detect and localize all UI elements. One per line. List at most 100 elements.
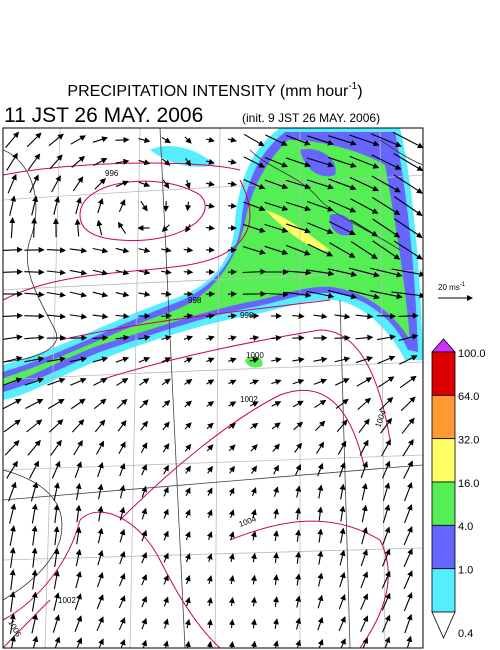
wind-arrow <box>119 528 126 543</box>
wind-arrow <box>228 487 235 496</box>
wind-arrow <box>376 334 396 341</box>
wind-arrow <box>6 152 18 171</box>
wind-arrow <box>95 440 105 455</box>
wind-arrow <box>139 399 149 409</box>
wind-vectors <box>3 131 423 648</box>
wind-arrow <box>264 223 289 233</box>
wind-arrow <box>285 223 311 234</box>
wind-arrow <box>229 465 235 474</box>
wind-arrow <box>29 174 39 193</box>
wind-arrow <box>317 506 324 521</box>
wind-arrow <box>206 641 213 648</box>
wind-arrow <box>355 334 374 341</box>
precip-moderate-patch <box>300 149 354 236</box>
wind-arrow <box>24 269 45 276</box>
wind-arrow <box>27 439 41 456</box>
wind-arrow <box>205 202 215 209</box>
wind-arrow <box>370 267 403 278</box>
wind-arrow <box>138 247 151 254</box>
wind-arrow <box>350 219 379 237</box>
colorbar-label: 4.0 <box>458 521 473 533</box>
wind-arrow <box>250 552 257 563</box>
wind-arrow <box>161 357 172 363</box>
wind-arrow <box>3 355 23 363</box>
wind-arrow <box>357 397 372 411</box>
wind-arrow <box>228 597 235 607</box>
wind-arrow <box>361 504 368 523</box>
wind-arrow <box>139 378 150 386</box>
wind-arrow <box>47 377 66 386</box>
wind-arrow <box>50 439 62 456</box>
wind-arrow <box>184 596 191 607</box>
wind-arrow <box>371 154 402 170</box>
wind-arrow <box>372 218 401 238</box>
wind-arrow <box>205 136 215 143</box>
wind-arrow <box>349 134 380 147</box>
wind-arrow <box>3 377 23 386</box>
wind-arrow <box>377 355 396 364</box>
wind-arrow <box>339 461 346 478</box>
wind-arrow <box>285 269 312 276</box>
wind-arrow <box>75 548 82 567</box>
wind-arrow <box>227 180 237 187</box>
wind-arrow <box>184 443 192 452</box>
wind-arrow <box>391 291 423 299</box>
wind-arrow <box>116 398 128 409</box>
wind-arrow <box>306 157 334 168</box>
wind-arrow <box>379 396 394 411</box>
wind-arrow <box>273 618 279 629</box>
wind-arrow <box>163 486 169 497</box>
wind-arrow <box>71 155 86 168</box>
wind-arrow <box>264 201 289 211</box>
wind-arrow <box>317 550 324 565</box>
wind-arrow <box>119 506 126 521</box>
wind-arrow <box>338 616 346 632</box>
wind-arrow <box>184 553 191 563</box>
wind-arrow <box>205 180 215 187</box>
wind-arrow <box>3 419 21 433</box>
wind-arrow <box>115 356 130 363</box>
wind-arrow <box>249 401 259 407</box>
wind-arrow <box>285 179 312 190</box>
wind-arrow <box>404 613 413 634</box>
isobar-label: 1002 <box>58 596 76 605</box>
wind-arrow <box>141 463 147 476</box>
wind-arrow <box>271 335 282 341</box>
wind-arrow <box>92 269 109 276</box>
wind-arrow <box>26 132 42 148</box>
wind-arrow <box>31 195 39 216</box>
wind-arrow <box>119 462 126 477</box>
wind-arrow <box>74 593 82 611</box>
wind-arrow <box>350 241 378 260</box>
wind-arrow <box>382 482 391 501</box>
wind-arrow <box>185 224 191 233</box>
wind-arrow <box>183 357 193 363</box>
wind-arrow <box>115 247 130 254</box>
wind-arrow <box>92 356 109 363</box>
wind-arrow <box>285 157 311 168</box>
wind-arrow <box>228 553 235 563</box>
wind-arrow <box>92 334 109 341</box>
wind-arrow <box>69 313 88 320</box>
wind-arrow <box>184 618 191 629</box>
wind-arrow <box>295 529 302 542</box>
wind-arrow <box>306 290 335 299</box>
wind-arrow <box>402 438 414 457</box>
wind-arrow <box>115 313 130 320</box>
wind-scale-label: 20 ms-1 <box>438 282 466 292</box>
wind-arrow <box>337 440 347 455</box>
wind-arrow <box>51 460 61 479</box>
wind-arrow <box>46 356 66 363</box>
wind-arrow <box>381 614 391 633</box>
wind-arrow <box>348 267 380 278</box>
colorbar-label: 100.0 <box>458 348 486 360</box>
wind-arrow <box>295 595 302 608</box>
wind-arrow <box>265 134 288 146</box>
wind-arrow <box>138 159 151 166</box>
wind-arrow <box>115 136 130 143</box>
wind-arrow <box>53 548 60 568</box>
wind-arrow <box>9 195 17 216</box>
wind-arrow <box>119 484 126 499</box>
wind-arrow <box>317 462 324 477</box>
wind-arrow <box>313 313 328 320</box>
